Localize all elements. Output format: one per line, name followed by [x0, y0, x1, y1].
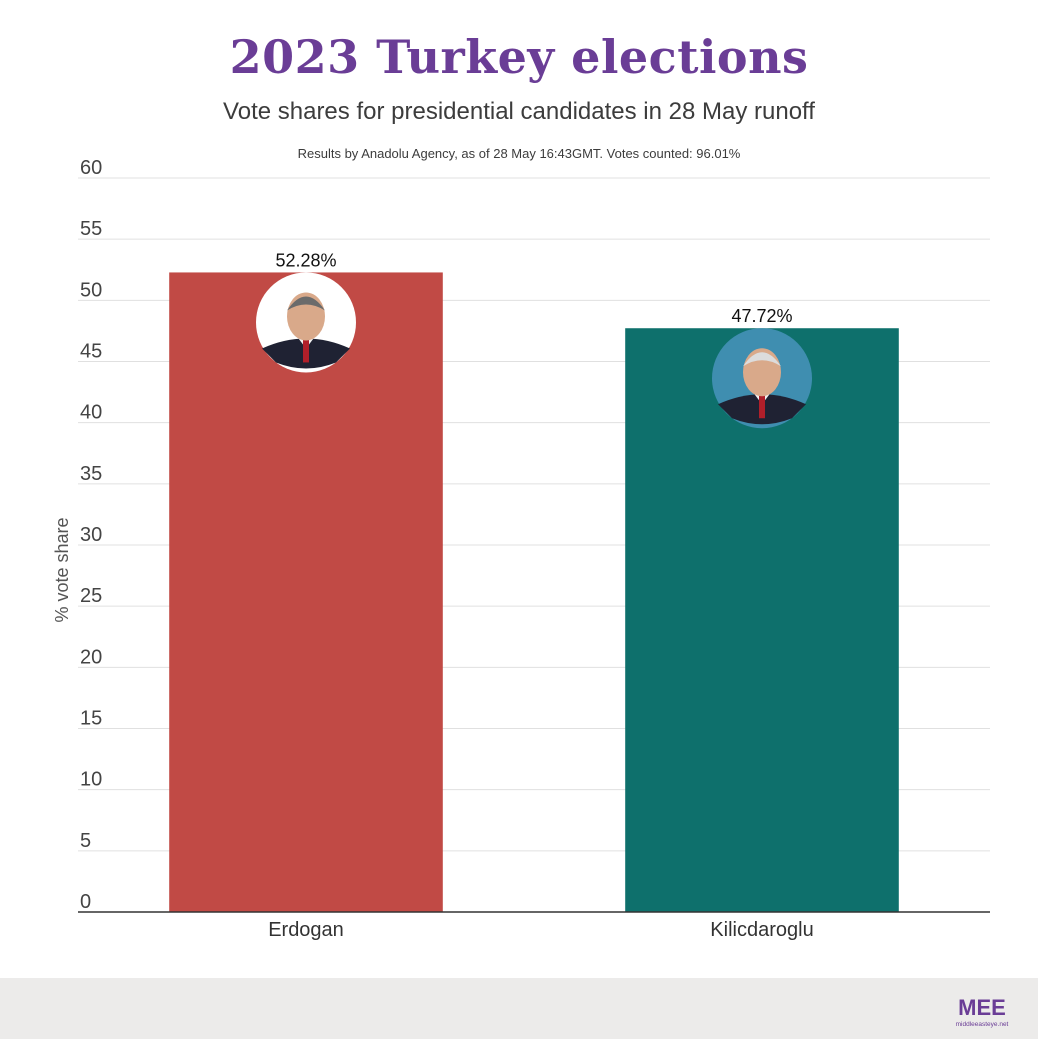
candidate-portrait-icon [256, 272, 356, 373]
y-tick-label: 5 [80, 830, 91, 852]
y-tick-label: 50 [80, 279, 102, 301]
x-axis-ticks: Erdogan Kilicdaroglu [268, 919, 814, 941]
bar-erdogan [169, 272, 443, 912]
bar-chart: 0 5 10 15 20 25 30 35 40 45 50 55 60 % vote share 52… [52, 157, 990, 941]
y-tick-label: 25 [80, 585, 102, 607]
x-tick-label: Kilicdaroglu [710, 919, 813, 941]
y-tick-label: 20 [80, 646, 102, 668]
bars: 52.28% 47.72% [169, 250, 899, 912]
y-tick-label: 15 [80, 708, 102, 730]
y-tick-label: 60 [80, 157, 102, 179]
y-tick-label: 55 [80, 218, 102, 240]
y-tick-label: 45 [80, 341, 102, 363]
y-axis-ticks: 0 5 10 15 20 25 30 35 40 45 50 55 60 [80, 157, 102, 913]
y-tick-label: 0 [80, 891, 91, 913]
mee-logo: MEE middleeasteye.net [956, 995, 1009, 1028]
bar-value-label: 47.72% [731, 306, 792, 326]
bar-value-label: 52.28% [275, 250, 336, 270]
x-tick-label: Erdogan [268, 919, 344, 941]
chart-source-note: Results by Anadolu Agency, as of 28 May … [297, 146, 741, 161]
y-tick-label: 30 [80, 524, 102, 546]
y-axis-label: % vote share [52, 517, 72, 622]
logo-wordmark: MEE [958, 995, 1006, 1020]
candidate-portrait-icon [712, 328, 812, 429]
footer-bar [0, 978, 1038, 1039]
chart-subtitle: Vote shares for presidential candidates … [223, 98, 815, 125]
chart-title: 2023 Turkey elections [229, 30, 809, 84]
y-tick-label: 35 [80, 463, 102, 485]
logo-caption: middleeasteye.net [956, 1021, 1009, 1028]
y-tick-label: 10 [80, 769, 102, 791]
y-tick-label: 40 [80, 402, 102, 424]
